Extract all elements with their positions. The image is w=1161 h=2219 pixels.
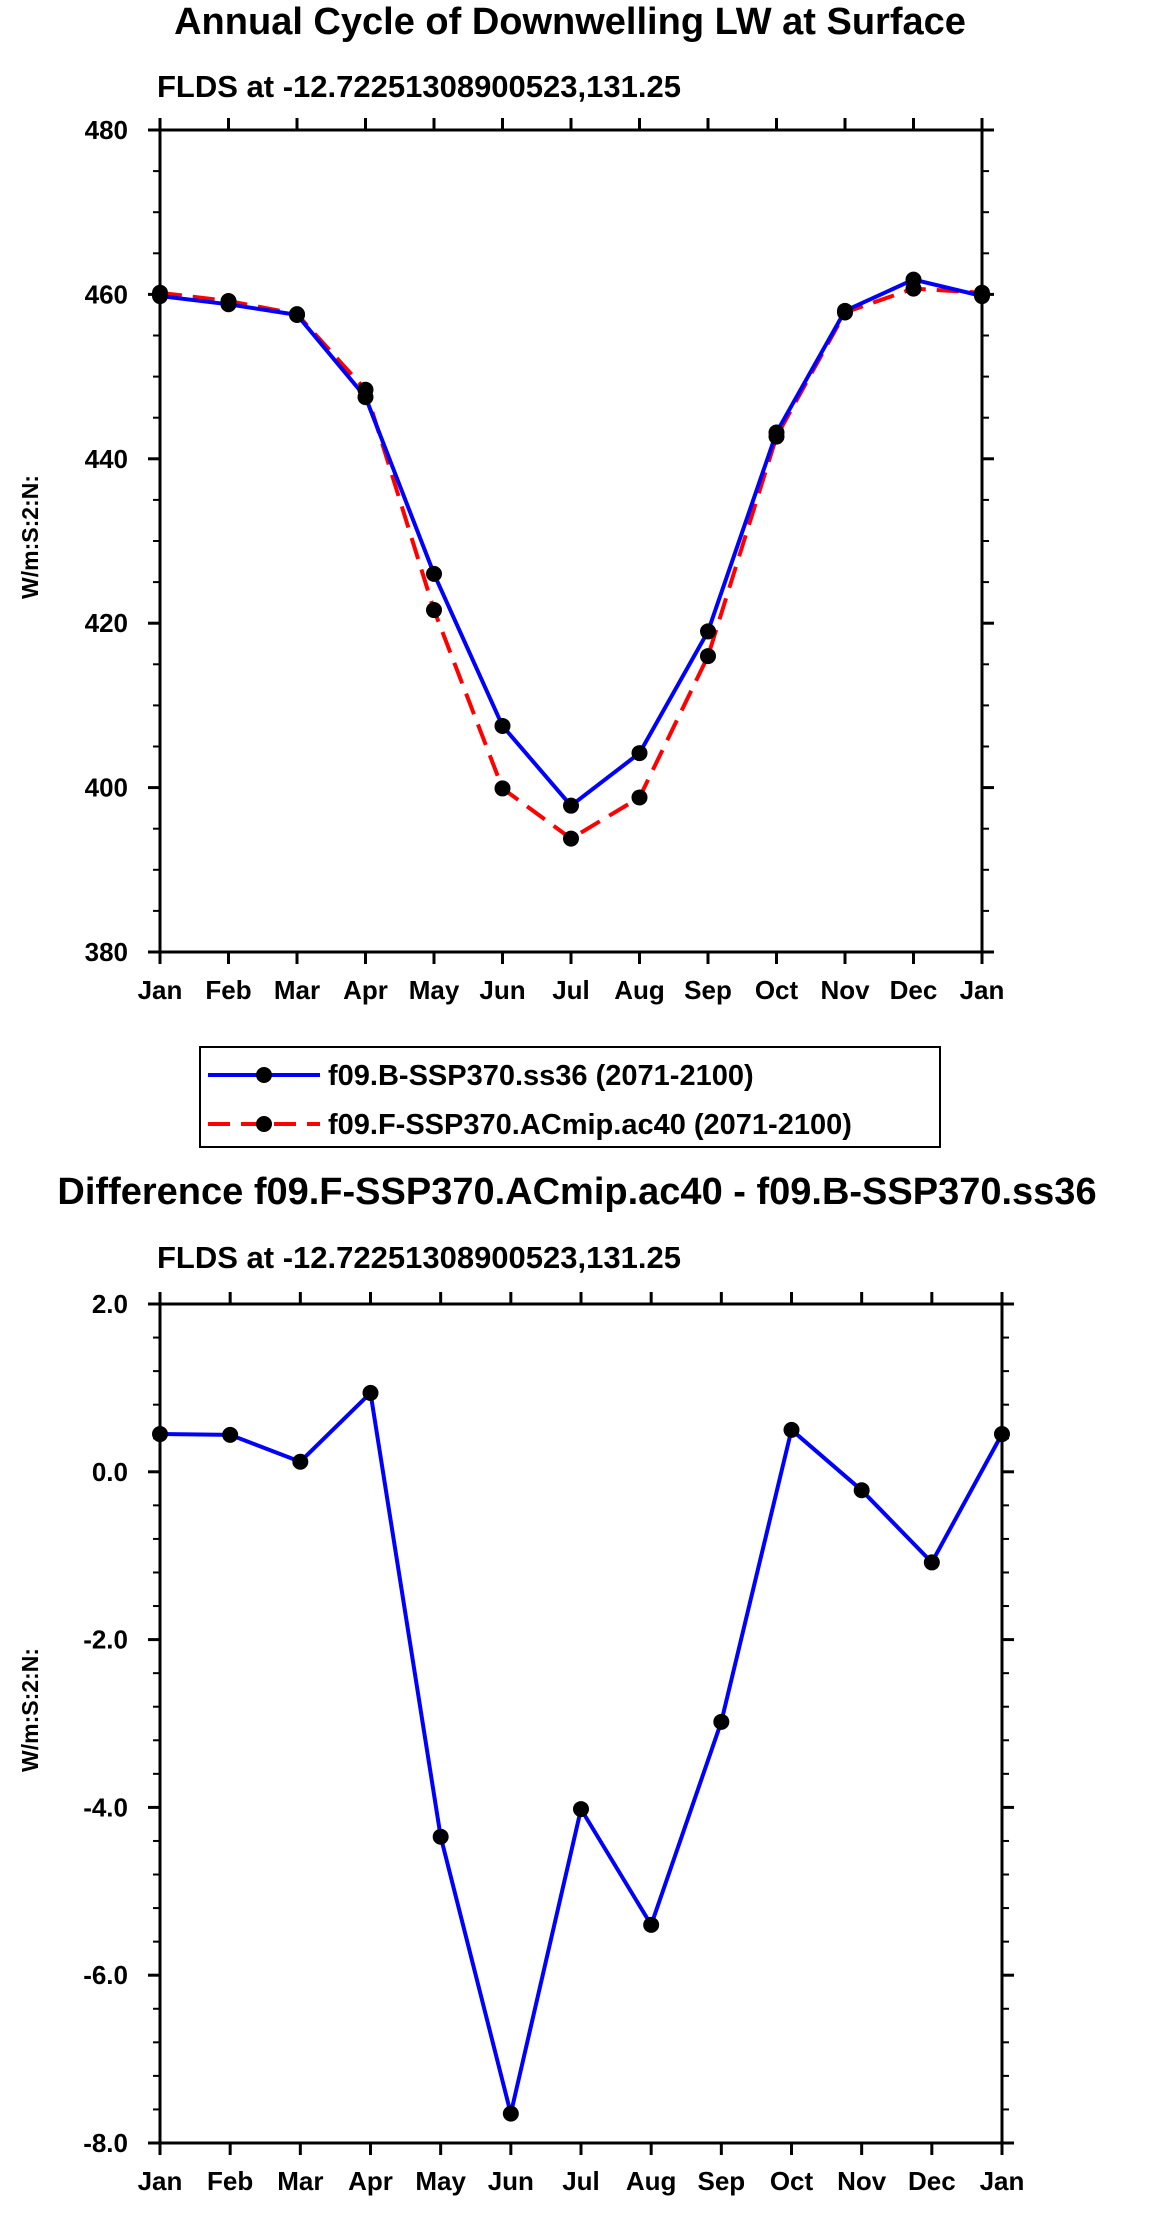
series-line	[159, 277, 983, 808]
y-tick-label: 0.0	[92, 1457, 128, 1487]
x-tick-label: Dec	[908, 2166, 956, 2196]
y-tick-label: 480	[85, 115, 128, 145]
data-point	[152, 284, 168, 301]
y-tick-label: -8.0	[83, 2128, 128, 2158]
data-point	[713, 1713, 730, 1730]
y-tick-label: 460	[85, 279, 128, 309]
y-tick-label: -4.0	[83, 1792, 128, 1822]
x-tick-label: Sep	[697, 2166, 745, 2196]
legend-marker-2	[256, 1116, 272, 1132]
x-tick-label: Mar	[277, 2166, 323, 2196]
x-tick-label: Dec	[890, 975, 938, 1005]
data-point	[222, 1426, 239, 1443]
series-line	[159, 286, 983, 841]
chart-title: Annual Cycle of Downwelling LW at Surfac…	[174, 1, 966, 43]
x-tick-label: Jan	[138, 975, 183, 1005]
data-point	[563, 797, 579, 814]
data-point	[643, 1916, 660, 1933]
chart-subtitle: FLDS at -12.72251308900523,131.25	[157, 69, 681, 104]
legend-label-1: f09.B-SSP370.ss36 (2071-2100)	[328, 1060, 754, 1092]
difference-chart: Difference f09.F-SSP370.ACmip.ac40 - f09…	[17, 1171, 1097, 2196]
data-point	[905, 280, 922, 297]
x-tick-label: Oct	[770, 2166, 814, 2196]
chart-subtitle-2: FLDS at -12.72251308900523,131.25	[157, 1240, 681, 1275]
data-point	[974, 284, 990, 301]
chart-title-2: Difference f09.F-SSP370.ACmip.ac40 - f09…	[57, 1171, 1096, 1213]
y-tick-label: -6.0	[83, 1960, 128, 1990]
x-tick-label: Mar	[274, 975, 320, 1005]
x-tick-label: Feb	[207, 2166, 253, 2196]
x-tick-label: Sep	[684, 975, 732, 1005]
data-point	[502, 2105, 519, 2122]
x-tick-label: Feb	[205, 975, 251, 1005]
axis-ticks: Jan Feb Mar Apr May Jun Jul Aug Sep Oct Nov Dec Jan 3…	[85, 115, 1005, 1005]
data-point	[994, 1426, 1010, 1443]
legend: f09.B-SSP370.ss36 (2071-2100) f09.F-SSP3…	[199, 1046, 941, 1148]
axis-ticks-2: Jan Feb Mar Apr May Jun Jul Aug Sep Oct Nov Dec Jan-…	[83, 1289, 1024, 2196]
x-tick-label: Jun	[488, 2166, 534, 2196]
y-axis-label: W/m:S:2:N:	[17, 475, 43, 599]
y-tick-label: 400	[85, 773, 128, 803]
legend-label-2: f09.F-SSP370.ACmip.ac40 (2071-2100)	[328, 1109, 852, 1141]
y-tick-label: 380	[85, 937, 128, 967]
x-tick-label: Jul	[562, 2166, 600, 2196]
y-tick-label: 440	[85, 444, 128, 474]
data-point	[768, 428, 785, 445]
data-point	[220, 292, 237, 309]
data-point	[494, 717, 511, 734]
data-point	[152, 1426, 168, 1443]
legend-marker-1	[256, 1067, 272, 1083]
x-tick-label: Jan	[960, 975, 1005, 1005]
x-tick-label: Oct	[755, 975, 799, 1005]
x-tick-label: Jul	[552, 975, 590, 1005]
data-point	[432, 1828, 449, 1845]
x-tick-label: Jun	[479, 975, 525, 1005]
data-point	[837, 304, 853, 321]
data-point	[292, 1453, 309, 1470]
y-tick-label: 2.0	[92, 1289, 128, 1319]
x-tick-label: Aug	[614, 975, 665, 1005]
data-point	[923, 1554, 940, 1571]
data-point	[426, 565, 442, 582]
x-tick-label: Nov	[837, 2166, 887, 2196]
data-point	[573, 1801, 589, 1818]
data-point	[853, 1482, 870, 1499]
series-lines-2	[152, 1384, 1010, 2122]
data-point	[700, 623, 716, 640]
x-tick-label: Apr	[348, 2166, 393, 2196]
y-axis-label-2: W/m:S:2:N:	[17, 1648, 43, 1772]
x-tick-label: Aug	[626, 2166, 677, 2196]
data-point	[700, 648, 716, 665]
data-point	[426, 602, 442, 619]
data-point	[362, 1384, 379, 1401]
data-point	[289, 306, 305, 323]
x-tick-label: May	[409, 975, 460, 1005]
x-tick-label: May	[415, 2166, 466, 2196]
series-lines	[152, 271, 990, 847]
data-point	[631, 789, 648, 806]
data-point	[563, 830, 579, 847]
plot-frame-2	[158, 1302, 1004, 2145]
y-tick-label: -2.0	[83, 1625, 128, 1655]
x-tick-label: Jan	[980, 2166, 1025, 2196]
annual-cycle-chart: Annual Cycle of Downwelling LW at Surfac…	[17, 1, 1005, 1148]
data-point	[357, 381, 374, 398]
data-point	[783, 1421, 800, 1438]
x-tick-label: Jan	[138, 2166, 183, 2196]
y-tick-label: 420	[85, 608, 128, 638]
x-tick-label: Apr	[343, 975, 388, 1005]
x-tick-label: Nov	[820, 975, 870, 1005]
series-line	[159, 1390, 1004, 2116]
legend-box	[199, 1046, 941, 1148]
data-point	[631, 745, 648, 762]
data-point	[494, 780, 511, 797]
plot-frame	[158, 128, 984, 954]
